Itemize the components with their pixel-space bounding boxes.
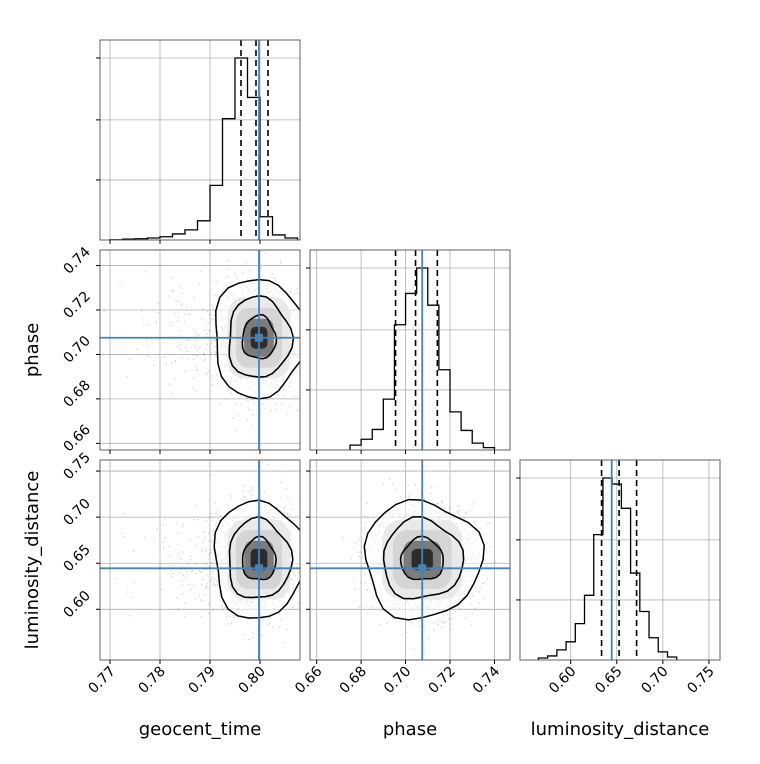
- histogram-luminosity_distance: [537, 477, 678, 660]
- panel-frame: [99, 249, 301, 451]
- panel-frame: [519, 459, 721, 661]
- hist-panel-geocent_time: [100, 40, 300, 240]
- density-panel-geocent_time-phase: [100, 250, 300, 450]
- x-tick-label: 0.66: [292, 663, 325, 696]
- y-tick-label: 0.66: [60, 422, 93, 455]
- hist-panel-luminosity_distance: [520, 460, 720, 660]
- truth-marker: [255, 564, 263, 573]
- contour-level-inner: [382, 515, 465, 600]
- x-tick-label: 0.79: [185, 664, 218, 697]
- x-axis-label: phase: [383, 719, 437, 740]
- x-tick-label: 0.70: [381, 664, 414, 697]
- y-tick-label: 0.65: [60, 542, 93, 575]
- y-tick-label: 0.74: [60, 244, 93, 277]
- x-tick-label: 0.75: [684, 664, 717, 697]
- x-axis-label: geocent_time: [139, 719, 262, 740]
- sample-points: [116, 463, 300, 644]
- x-tick-label: 0.74: [470, 663, 503, 696]
- x-tick-label: 0.65: [592, 664, 625, 697]
- truth-marker: [255, 333, 263, 342]
- panel-frame: [309, 249, 511, 451]
- hist-panel-phase: [310, 250, 510, 450]
- y-tick-label: 0.60: [60, 588, 93, 621]
- y-tick-label: 0.75: [60, 450, 93, 483]
- y-tick-label: 0.70: [60, 333, 93, 366]
- x-tick-label: 0.77: [85, 664, 118, 697]
- x-tick-label: 0.70: [638, 664, 671, 697]
- x-tick-label: 0.78: [135, 664, 168, 697]
- y-tick-label: 0.72: [60, 288, 93, 321]
- panel-frame: [99, 39, 301, 241]
- y-tick-label: 0.70: [60, 496, 93, 529]
- panel-frame: [309, 459, 511, 661]
- contour-level-inner: [241, 535, 277, 581]
- y-axis-label: phase: [22, 323, 43, 377]
- sample-points: [341, 471, 497, 652]
- histogram-geocent_time: [109, 57, 299, 240]
- x-tick-label: 0.68: [337, 664, 370, 697]
- x-axis-label: luminosity_distance: [531, 719, 710, 740]
- density-panel-phase-luminosity_distance: [310, 460, 510, 660]
- y-axis-label: luminosity_distance: [22, 471, 43, 650]
- x-tick-label: 0.80: [235, 664, 268, 697]
- density-panel-geocent_time-luminosity_distance: [100, 460, 300, 660]
- x-tick-label: 0.60: [546, 664, 579, 697]
- x-tick-label: 0.72: [425, 664, 458, 697]
- contour-level-inner: [228, 516, 294, 599]
- panel-frame: [99, 459, 301, 661]
- y-tick-label: 0.68: [60, 377, 93, 410]
- contour-level-inner: [399, 535, 444, 581]
- truth-marker: [418, 564, 427, 573]
